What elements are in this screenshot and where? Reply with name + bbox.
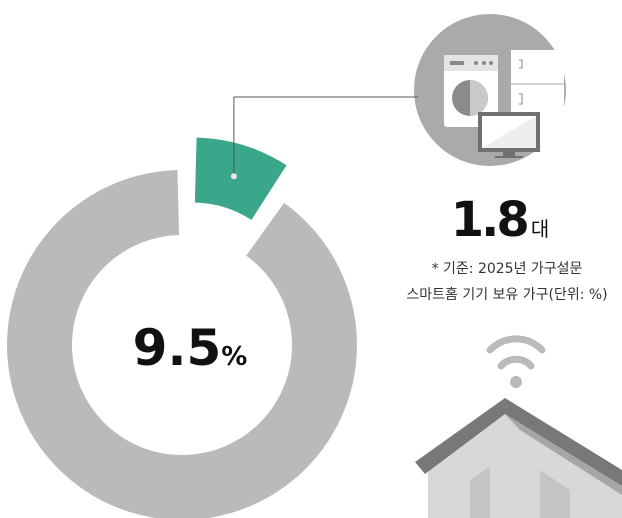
leader-dot — [230, 173, 237, 180]
appliance-illustration — [414, 14, 566, 166]
note: 스마트홈 기기 보유 가구(단위: %) — [406, 287, 607, 303]
donut-slice — [194, 137, 287, 220]
annotation: 1.8 대 — [451, 192, 549, 248]
donut-slice — [7, 170, 357, 518]
center-label: 9.5% — [133, 319, 248, 377]
house-illustration — [415, 335, 622, 518]
annotation-value: 1.8 — [451, 192, 528, 248]
center-unit: % — [221, 342, 247, 372]
note: * 기준: 2025년 가구설문 — [432, 261, 583, 277]
annotation-unit: 대 — [531, 217, 549, 241]
center-value: 9.5 — [133, 319, 222, 377]
